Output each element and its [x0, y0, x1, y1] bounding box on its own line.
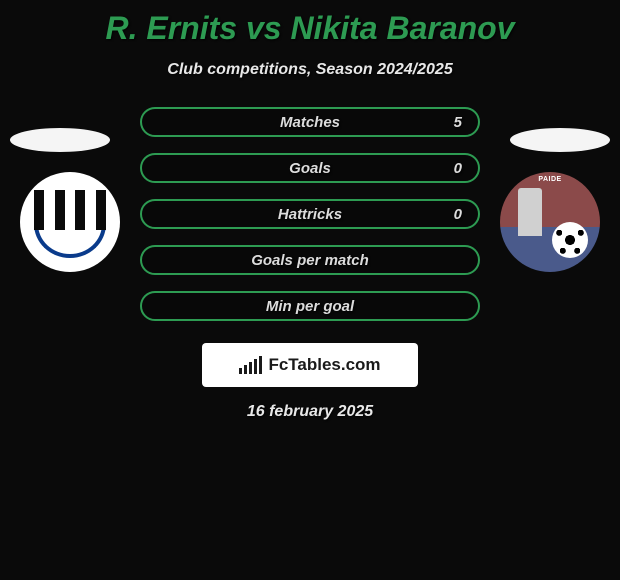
club-badge-left	[20, 172, 120, 272]
stat-label: Hattricks	[278, 206, 342, 223]
stat-value: 0	[454, 160, 462, 177]
stat-label: Min per goal	[266, 298, 354, 315]
paide-tower-icon	[518, 188, 542, 236]
club-badge-right: PAIDE	[500, 172, 600, 272]
brand-text: FcTables.com	[268, 355, 380, 375]
stats-list: Matches 5 Goals 0 Hattricks 0 Goals per …	[140, 107, 480, 321]
subtitle: Club competitions, Season 2024/2025	[0, 61, 620, 79]
stat-row-hattricks: Hattricks 0	[140, 199, 480, 229]
stat-label: Goals	[289, 160, 331, 177]
brand-badge[interactable]: FcTables.com	[202, 343, 418, 387]
brand-bars-icon	[239, 356, 262, 374]
page-title: R. Ernits vs Nikita Baranov	[0, 0, 620, 47]
date-text: 16 february 2025	[0, 403, 620, 421]
player-avatar-right	[510, 128, 610, 152]
kalev-stripes-icon	[34, 190, 106, 230]
stat-value: 5	[454, 114, 462, 131]
stat-label: Matches	[280, 114, 340, 131]
stat-label: Goals per match	[251, 252, 369, 269]
kalev-shield-icon	[30, 182, 110, 262]
stat-row-goals: Goals 0	[140, 153, 480, 183]
player-avatar-left	[10, 128, 110, 152]
paide-text-icon: PAIDE	[500, 176, 600, 183]
paide-ball-icon	[552, 222, 588, 258]
stat-row-goals-per-match: Goals per match	[140, 245, 480, 275]
stat-value: 0	[454, 206, 462, 223]
stat-row-matches: Matches 5	[140, 107, 480, 137]
stat-row-min-per-goal: Min per goal	[140, 291, 480, 321]
